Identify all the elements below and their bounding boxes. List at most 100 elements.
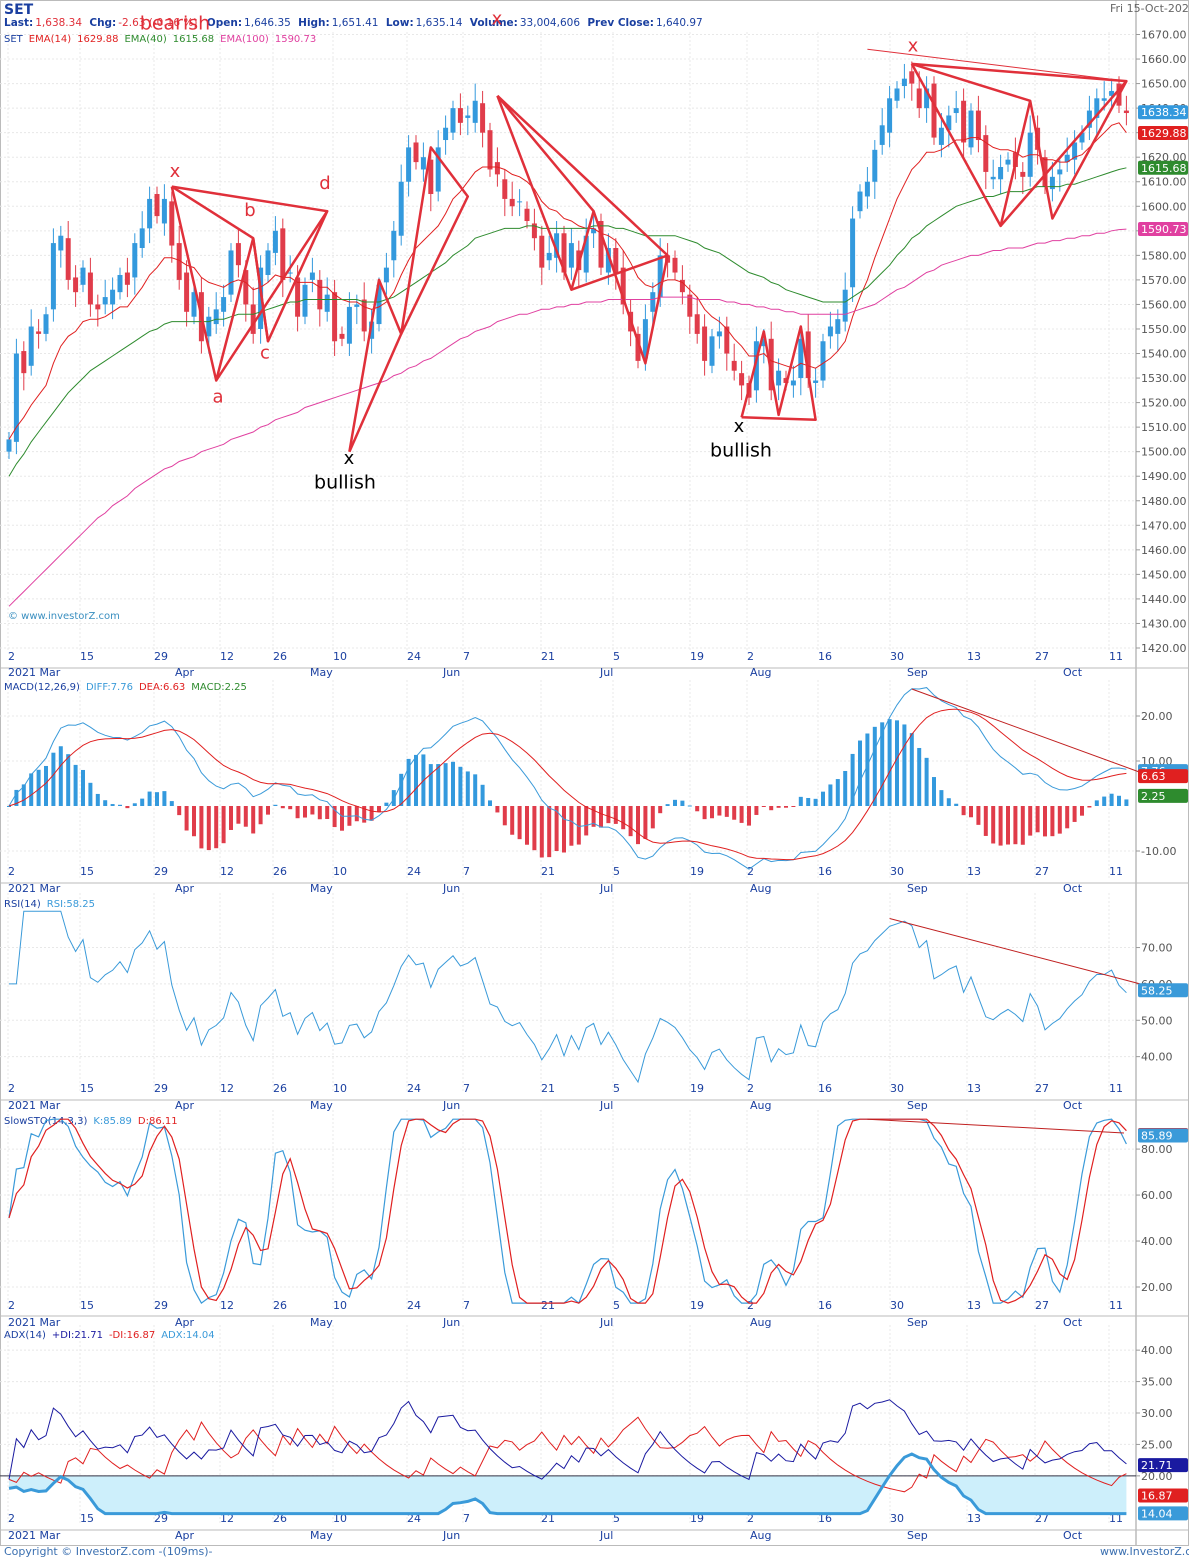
macd-histogram-bar: [880, 722, 885, 806]
legend-entry: D:86.11: [138, 1116, 178, 1127]
candle-body: [872, 149, 878, 182]
candle-body: [413, 142, 419, 163]
macd-histogram-bar: [917, 747, 922, 806]
x-tick-month: Jul: [599, 666, 613, 679]
macd-histogram-bar: [1028, 806, 1033, 836]
macd-histogram-bar: [384, 802, 389, 806]
macd-histogram-bar: [843, 770, 848, 806]
y-tick-label: 40.00: [1141, 1344, 1173, 1357]
x-tick-day: 7: [463, 1512, 470, 1525]
panel-legend: MACD(12,26,9) DIFF:7.76 DEA:6.63 MACD:2.25: [4, 682, 247, 693]
y-tick-label: -10.00: [1141, 845, 1176, 858]
macd-histogram-bar: [199, 806, 204, 849]
value-marker: 14.04: [1141, 1507, 1173, 1520]
candle-body: [1057, 169, 1063, 175]
pattern-annotation: x: [344, 448, 355, 469]
panel-legend: SlowSTO(14,3,3) K:85.89 D:86.11: [4, 1116, 178, 1127]
x-tick-day: 2: [8, 1512, 15, 1525]
candle-body: [1072, 142, 1078, 160]
value-marker: 58.25: [1141, 984, 1173, 997]
y-tick-label: 1480.00: [1141, 495, 1187, 508]
candle-body: [206, 316, 212, 337]
x-tick-day: 7: [463, 1082, 470, 1095]
legend-entry: RSI(14): [4, 899, 41, 910]
y-tick-label: 80.00: [1141, 1143, 1173, 1156]
macd-histogram-bar: [998, 806, 1003, 846]
legend-entry: -DI:16.87: [109, 1330, 155, 1341]
macd-histogram-bar: [835, 779, 840, 806]
y-tick-label: 1580.00: [1141, 249, 1187, 262]
macd-histogram-bar: [110, 804, 115, 806]
value-marker: 85.89: [1141, 1130, 1173, 1143]
y-tick-label: 40.00: [1141, 1051, 1173, 1064]
macd-histogram-bar: [1057, 806, 1062, 834]
candle-body: [332, 292, 338, 342]
x-tick-day: 29: [154, 865, 168, 878]
macd-histogram-bar: [961, 806, 966, 816]
legend-entry: SET: [4, 34, 24, 45]
y-tick-label: 20.00: [1141, 1470, 1173, 1483]
x-tick-day: 29: [154, 1299, 168, 1312]
value-marker-bg: [1138, 983, 1188, 998]
legend-entry: 1590.73: [275, 34, 316, 45]
pattern-annotation: a: [212, 387, 223, 408]
macd-histogram-bar: [895, 720, 899, 806]
y-tick-label: 1670.00: [1141, 29, 1187, 42]
x-tick-day: 2: [8, 1082, 15, 1095]
quote-line: Last: 1,638.34 Chg: -2.63 (-0.16 %) Open: 1…: [4, 17, 703, 29]
macd-histogram-bar: [554, 806, 559, 852]
pattern-annotation: bearish: [140, 13, 210, 35]
macd-histogram-bar: [769, 806, 774, 811]
x-tick-month: Apr: [175, 666, 195, 679]
candle-body: [280, 228, 286, 280]
candle-body: [672, 257, 678, 273]
macd-histogram-bar: [621, 806, 626, 830]
macd-histogram-bar: [821, 791, 825, 806]
macd-histogram-bar: [636, 806, 640, 845]
macd-histogram-bar: [687, 805, 692, 807]
macd-histogram-bar: [184, 806, 189, 831]
ema40-line: [8, 167, 1127, 477]
candle-body: [539, 235, 545, 268]
x-tick-day: 7: [463, 1299, 470, 1312]
x-tick-day: 12: [220, 1299, 234, 1312]
x-tick-day: 13: [967, 1082, 981, 1095]
x-tick-month: Sep: [907, 1099, 928, 1112]
x-tick-day: 11: [1109, 1082, 1123, 1095]
value-marker-bg: [1138, 1458, 1188, 1473]
x-tick-month: Sep: [907, 666, 928, 679]
candle-body: [842, 289, 848, 322]
macd-histogram-bar: [576, 806, 581, 845]
candle-body: [583, 235, 589, 273]
macd-histogram-bar: [532, 806, 537, 851]
x-tick-month: Oct: [1063, 1099, 1083, 1112]
sto-divergence-trendline: [867, 1118, 1125, 1134]
x-tick-day: 13: [967, 865, 981, 878]
macd-histogram-bar: [747, 806, 751, 826]
macd-histogram-bar: [169, 801, 174, 806]
macd-histogram-bar: [517, 806, 522, 840]
macd-histogram-bar: [465, 771, 470, 806]
macd-histogram-bar: [44, 765, 48, 806]
x-tick-day: 27: [1035, 1082, 1049, 1095]
macd-histogram-bar: [251, 806, 256, 834]
macd-histogram-bar: [332, 806, 337, 828]
macd-histogram-bar: [236, 806, 241, 824]
legend-entry: ADX:14.04: [161, 1330, 214, 1341]
macd-histogram-bar: [303, 806, 307, 818]
x-tick-day: 24: [407, 1299, 421, 1312]
x-tick-month: Jul: [599, 882, 613, 895]
pattern-annotation: x: [170, 161, 181, 182]
y-tick-label: 70.00: [1141, 942, 1173, 955]
x-tick-day: 2: [8, 1299, 15, 1312]
candle-body: [1079, 132, 1085, 143]
candle-body: [524, 208, 530, 222]
macd-histogram-bar: [732, 806, 737, 820]
macd-histogram-bar: [1094, 800, 1099, 806]
x-tick-day: 5: [613, 650, 620, 663]
macd-histogram-bar: [510, 806, 515, 835]
site-link[interactable]: www.InvestorZ.co: [1100, 1545, 1189, 1558]
candle-body: [850, 218, 856, 288]
y-tick-label: 1510.00: [1141, 421, 1187, 434]
macd-histogram-bar: [162, 791, 167, 806]
